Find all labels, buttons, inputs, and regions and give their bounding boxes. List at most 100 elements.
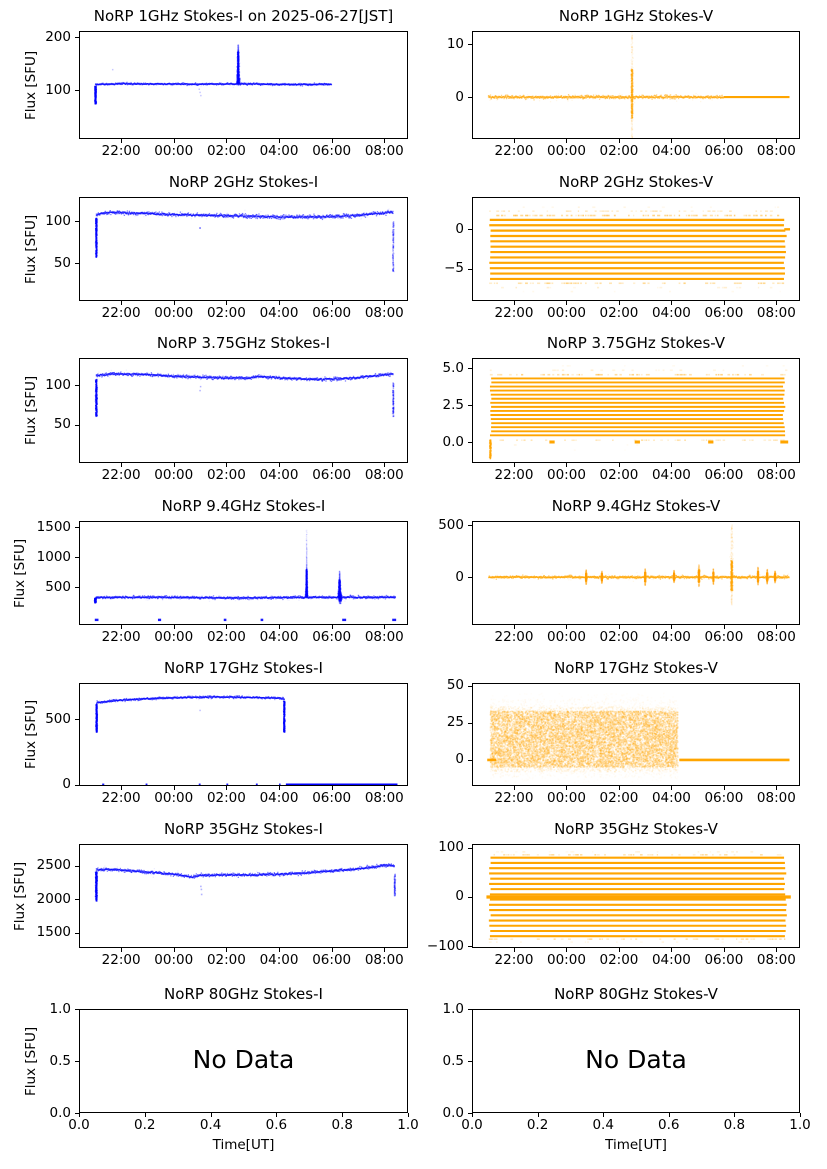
x-axis-label: Time[UT] (605, 1137, 667, 1153)
x-tick-label: 06:00 (312, 952, 352, 968)
plot-area-canvas (456, 505, 816, 641)
x-tick-label: 06:00 (312, 790, 352, 806)
x-tick-label: 0.0 (68, 1117, 90, 1133)
x-tick-label: 00:00 (154, 467, 194, 483)
x-tick-label: 04:00 (651, 952, 691, 968)
x-tick-label: 00:00 (547, 790, 586, 806)
x-tick-label: 02:00 (206, 790, 246, 806)
x-tick-label: 00:00 (154, 143, 194, 159)
y-tick-label: 0 (455, 751, 464, 768)
x-tick-label: 04:00 (259, 952, 299, 968)
x-tick-label: 00:00 (154, 305, 194, 321)
x-tick-label: 00:00 (154, 629, 194, 645)
x-tick-label: 22:00 (494, 467, 534, 483)
x-tick-label: 06:00 (704, 629, 744, 645)
y-tick-label: 1.0 (442, 1000, 464, 1017)
y-tick-label: 0 (455, 568, 464, 585)
x-tick-label: 04:00 (651, 143, 691, 159)
x-tick-label: 0.0 (461, 1117, 483, 1133)
x-tick-label: 06:00 (704, 790, 744, 806)
x-tick-label: 08:00 (756, 790, 796, 806)
plot-area-canvas (456, 993, 816, 1129)
subplot-norp-3-75ghz-stokes-v: NoRP 3.75GHz Stokes-V 22:0000:0002:0004:… (443, 335, 816, 482)
x-tick-label: 22:00 (101, 467, 141, 483)
x-tick-label: 00:00 (547, 467, 586, 483)
x-tick-label: 22:00 (101, 305, 141, 321)
x-tick-label: 08:00 (364, 629, 404, 645)
y-tick-label: 1500 (36, 518, 71, 535)
x-tick-label: 0.4 (199, 1117, 222, 1133)
y-tick-label: 0 (455, 220, 464, 237)
subplot-norp-1ghz-stokes-i: NoRP 1GHz Stokes-I on 2025-06-27[JST] Fl… (23, 8, 424, 158)
x-tick-label: 08:00 (364, 305, 404, 321)
y-tick-label: 50 (53, 254, 71, 271)
y-axis-label: Flux [SFU] (23, 214, 39, 284)
plot-area-canvas (63, 505, 424, 641)
y-tick-label: 2000 (36, 890, 71, 907)
subplot-norp-17ghz-stokes-v: NoRP 17GHz Stokes-V 22:0000:0002:0004:00… (447, 660, 816, 805)
plot-area-canvas (63, 15, 424, 155)
x-tick-label: 08:00 (756, 143, 796, 159)
x-tick-label: 22:00 (494, 143, 534, 159)
subplot-norp-1ghz-stokes-v: NoRP 1GHz Stokes-V 22:0000:0002:0004:000… (447, 8, 816, 158)
y-tick-label: 1500 (36, 924, 71, 941)
x-tick-label: 04:00 (259, 467, 299, 483)
x-tick-label: 22:00 (101, 629, 141, 645)
x-tick-label: 1.0 (789, 1117, 811, 1133)
x-tick-label: 00:00 (154, 790, 194, 806)
plot-area-canvas (63, 828, 424, 964)
y-tick-label: 2.5 (442, 396, 464, 413)
y-tick-label: 25 (446, 714, 464, 731)
plot-area-canvas (63, 993, 424, 1129)
subplot-norp-9-4ghz-stokes-i: NoRP 9.4GHz Stokes-I Flux [SFU] 22:0000:… (12, 498, 424, 644)
x-tick-label: 06:00 (704, 952, 744, 968)
y-tick-label: 500 (45, 710, 71, 727)
x-tick-label: 08:00 (756, 467, 796, 483)
subplot-norp-2ghz-stokes-i: NoRP 2GHz Stokes-I Flux [SFU] 22:0000:00… (23, 174, 424, 320)
subplot-norp-80ghz-stokes-i: NoRP 80GHz Stokes-I Flux [SFU] No Data T… (23, 986, 424, 1153)
y-tick-label: 0 (455, 88, 464, 105)
x-tick-label: 08:00 (364, 952, 404, 968)
x-tick-label: 0.2 (134, 1117, 156, 1133)
x-tick-label: 0.6 (265, 1117, 288, 1133)
y-tick-label: 10 (446, 35, 464, 52)
y-tick-label: 50 (446, 677, 464, 694)
y-tick-label: −100 (426, 937, 464, 954)
x-tick-label: 02:00 (599, 790, 639, 806)
x-tick-label: 04:00 (651, 629, 691, 645)
subplot-norp-80ghz-stokes-v: NoRP 80GHz Stokes-V No Data Time[UT] 0.0… (443, 986, 816, 1153)
x-tick-label: 22:00 (101, 790, 141, 806)
x-axis-label: Time[UT] (212, 1137, 275, 1153)
y-tick-label: 0.5 (442, 1052, 464, 1069)
x-tick-label: 02:00 (206, 629, 246, 645)
x-tick-label: 08:00 (364, 143, 404, 159)
x-tick-label: 02:00 (206, 143, 246, 159)
y-tick-label: −5 (444, 260, 464, 277)
y-tick-label: 100 (45, 376, 71, 393)
subplot-norp-35ghz-stokes-v: NoRP 35GHz Stokes-V 22:0000:0002:0004:00… (427, 821, 816, 967)
x-tick-label: 02:00 (599, 305, 639, 321)
x-tick-label: 02:00 (599, 952, 639, 968)
x-tick-label: 0.8 (723, 1117, 746, 1133)
x-tick-label: 04:00 (259, 790, 299, 806)
y-tick-label: 1.0 (49, 1000, 71, 1017)
x-tick-label: 06:00 (312, 305, 352, 321)
plot-area-canvas (63, 181, 424, 317)
x-tick-label: 0.6 (658, 1117, 680, 1133)
x-tick-label: 06:00 (704, 305, 744, 321)
x-tick-label: 00:00 (547, 305, 586, 321)
y-axis-label: Flux [SFU] (23, 699, 39, 770)
y-tick-label: 0.0 (442, 1104, 464, 1121)
subplot-norp-17ghz-stokes-i: NoRP 17GHz Stokes-I Flux [SFU] 22:0000:0… (23, 660, 424, 805)
x-tick-label: 02:00 (599, 467, 639, 483)
x-tick-label: 06:00 (704, 467, 744, 483)
x-tick-label: 0.4 (592, 1117, 614, 1133)
y-axis-label: Flux [SFU] (23, 375, 39, 446)
x-tick-label: 04:00 (259, 305, 299, 321)
x-tick-label: 22:00 (494, 952, 534, 968)
plot-area-canvas (63, 667, 424, 802)
y-tick-label: 0 (455, 888, 464, 905)
x-tick-label: 00:00 (547, 629, 586, 645)
no-data-label: No Data (192, 1045, 295, 1075)
